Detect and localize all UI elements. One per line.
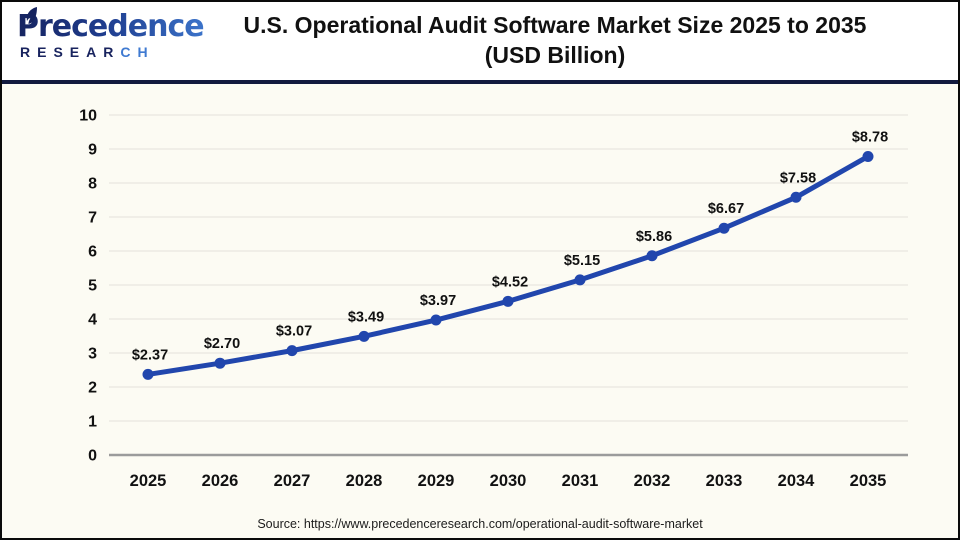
y-tick-label: 9 — [88, 142, 97, 159]
y-tick-label: 8 — [88, 176, 97, 193]
data-point-label: $3.07 — [276, 324, 312, 340]
x-tick-label: 2035 — [850, 472, 887, 490]
x-tick-label: 2027 — [274, 472, 311, 490]
y-tick-label: 5 — [88, 278, 97, 295]
chart-plot-area: 0 1 2 3 4 5 6 7 8 9 10 2025 2026 2027 2028 2029 2030 2031… — [2, 84, 958, 538]
data-point — [358, 330, 370, 342]
data-point-label: $2.37 — [132, 347, 168, 363]
data-point — [718, 222, 730, 234]
data-point — [862, 150, 874, 162]
data-point-label: $5.86 — [636, 229, 672, 245]
x-tick-label: 2028 — [346, 472, 383, 490]
y-tick-label: 0 — [88, 448, 97, 465]
x-tick-label: 2029 — [418, 472, 455, 490]
data-point — [430, 314, 442, 326]
y-tick-label: 7 — [88, 210, 97, 227]
data-point — [574, 274, 586, 286]
y-tick-label: 3 — [88, 346, 97, 363]
x-tick-label: 2034 — [778, 472, 816, 490]
x-tick-label: 2032 — [634, 472, 671, 490]
data-point-label: $4.52 — [492, 274, 528, 290]
data-point-label: $3.49 — [348, 309, 384, 325]
data-point — [142, 368, 154, 380]
source-text: Source: https://www.precedenceresearch.c… — [257, 517, 703, 531]
data-point-label: $8.78 — [852, 129, 888, 145]
data-point — [214, 357, 226, 369]
data-point — [646, 250, 658, 262]
market-size-line-chart: 0 1 2 3 4 5 6 7 8 9 10 2025 2026 2027 2028 2029 2030 2031… — [79, 108, 908, 490]
x-tick-label: 2030 — [490, 472, 527, 490]
leaf-icon — [26, 7, 37, 24]
data-point-label: $3.97 — [420, 293, 456, 309]
y-tick-label: 4 — [88, 312, 97, 329]
x-tick-label: 2026 — [202, 472, 239, 490]
data-point — [286, 345, 298, 357]
precedence-research-logo: Precedence RESEARCH — [16, 7, 216, 60]
x-tick-label: 2031 — [562, 472, 599, 490]
y-tick-label: 6 — [88, 244, 97, 261]
x-tick-label: 2025 — [130, 472, 167, 490]
series-line — [145, 153, 871, 377]
chart-header: Precedence RESEARCH U.S. Operational Aud… — [2, 2, 958, 80]
y-tick-label: 10 — [79, 108, 97, 125]
data-point-label: $5.15 — [564, 253, 600, 269]
data-point-label: $2.70 — [204, 336, 240, 352]
header-divider — [2, 80, 958, 84]
data-point-label: $6.67 — [708, 201, 744, 217]
chart-title: U.S. Operational Audit Software Market S… — [172, 2, 938, 80]
chart-title-line2: (USD Billion) — [484, 42, 626, 68]
x-tick-label: 2033 — [706, 472, 743, 490]
data-point — [790, 191, 802, 203]
y-tick-label: 2 — [88, 380, 97, 397]
data-point — [502, 295, 514, 307]
y-tick-label: 1 — [88, 414, 97, 431]
data-point-label: $7.58 — [780, 170, 816, 186]
chart-title-line1: U.S. Operational Audit Software Market S… — [243, 12, 867, 39]
logo-brand-text: Precedence — [16, 7, 216, 42]
logo-sub-text: RESEARCH — [20, 44, 155, 60]
